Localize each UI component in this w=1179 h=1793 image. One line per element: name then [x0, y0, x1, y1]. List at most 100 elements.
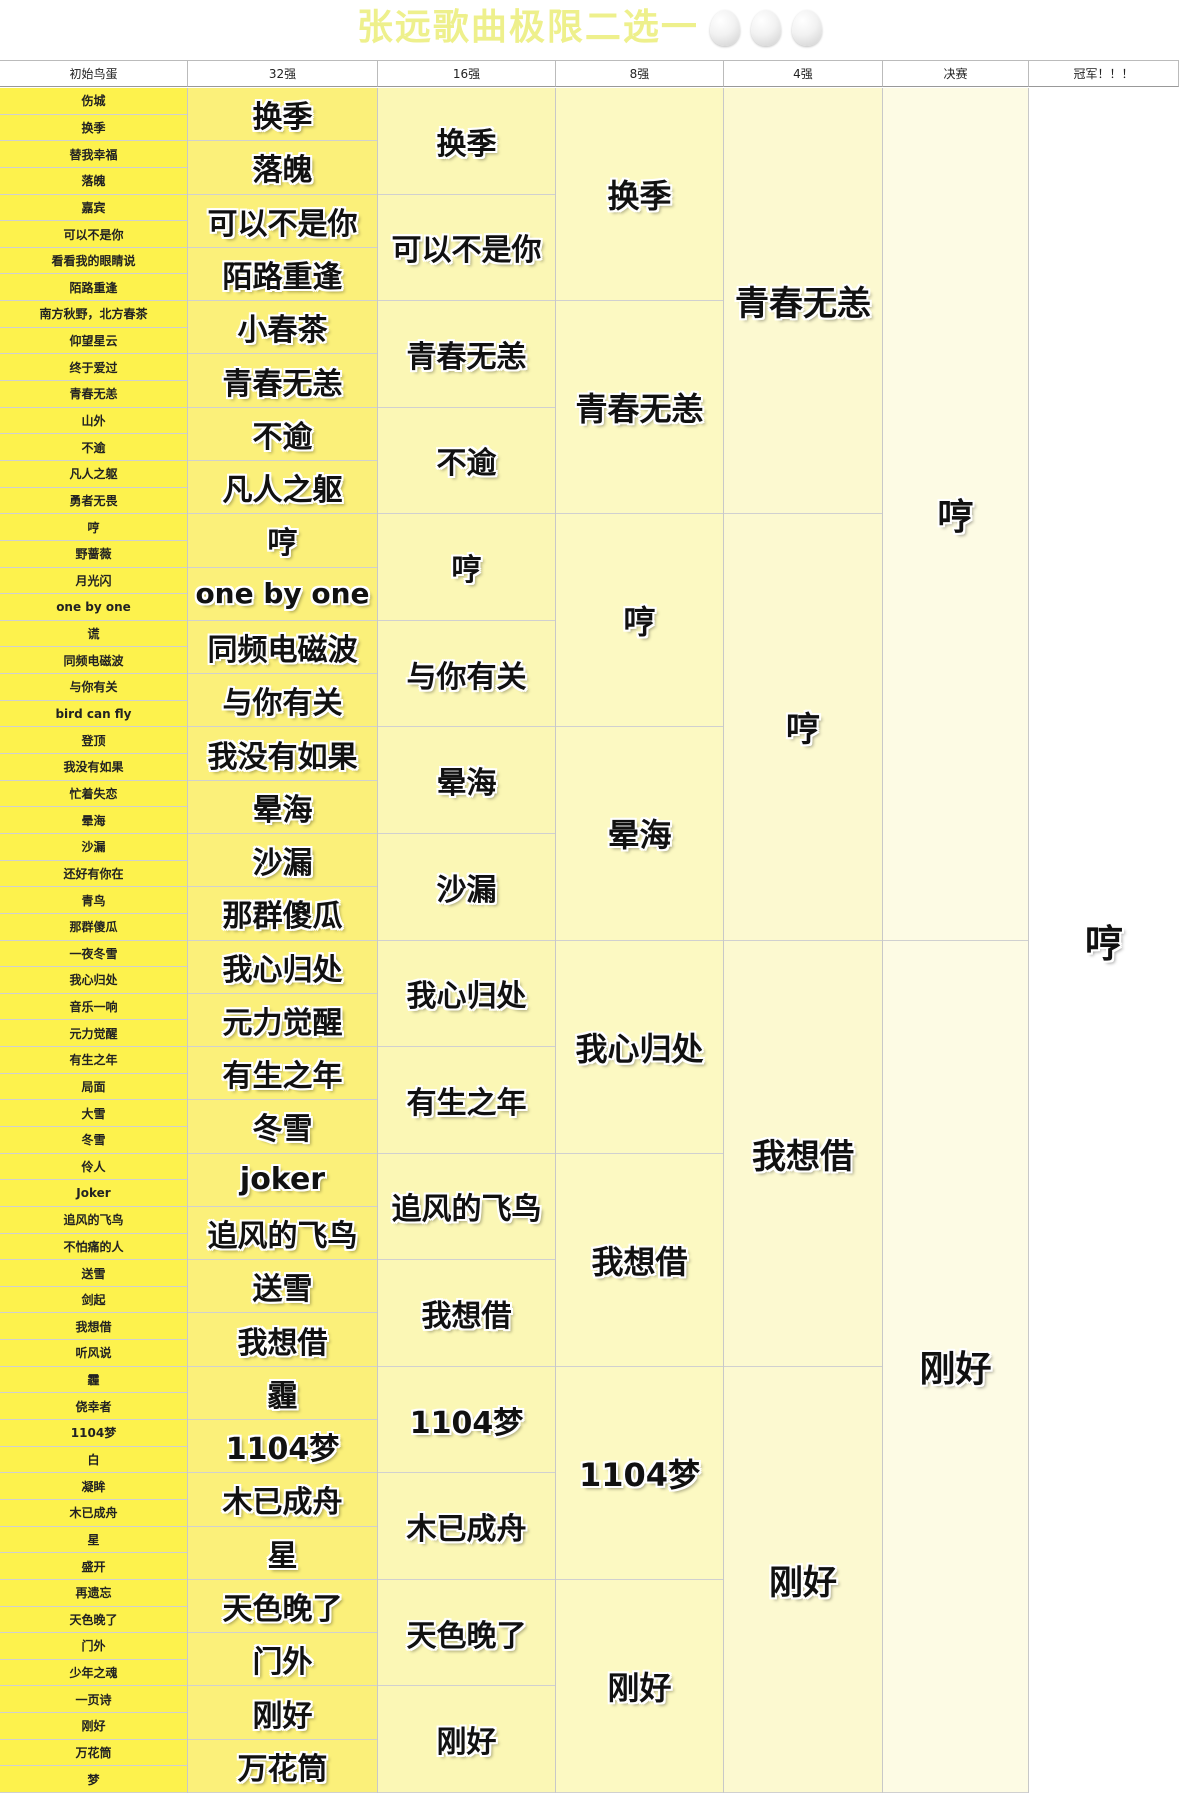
round-32-song-label: 我想借 [237, 1325, 328, 1361]
round-32-song: 青春无恙 [188, 354, 377, 408]
initial-song: 星 [0, 1527, 187, 1554]
round-32-song: 送雪 [188, 1260, 377, 1314]
round-32-song: 那群傻瓜 [188, 887, 377, 941]
header-round-32: 32强 [188, 60, 378, 87]
round-32-song-label: 有生之年 [222, 1059, 343, 1095]
round-32-song-label: 那群傻瓜 [222, 899, 343, 935]
initial-song: 替我幸福 [0, 141, 187, 168]
initial-song: 南方秋野，北方春茶 [0, 301, 187, 328]
round-32-song: 星 [188, 1527, 377, 1580]
initial-song: 有生之年 [0, 1047, 187, 1074]
champion-label: 哼 [1084, 922, 1123, 966]
round-16-song: 我想借 [378, 1260, 555, 1367]
initial-song: 音乐一响 [0, 994, 187, 1021]
round-32-song: 沙漏 [188, 834, 377, 888]
round-16-song-label: 我想借 [421, 1298, 512, 1334]
round-8-song-label: 刚好 [607, 1668, 672, 1707]
initial-song: 白 [0, 1447, 187, 1474]
final-song-label: 刚好 [919, 1349, 992, 1391]
initial-song: 局面 [0, 1074, 187, 1101]
round-8-song-label: 晕海 [607, 816, 672, 855]
round-8-song: 1104梦 [556, 1367, 723, 1580]
round-16-song: 不逾 [378, 408, 555, 515]
round-32-song: joker [188, 1154, 377, 1207]
initial-song: 落魄 [0, 168, 187, 195]
initial-song: 木已成舟 [0, 1500, 187, 1527]
round-32-song: one by one [188, 568, 377, 621]
round-4-song: 刚好 [724, 1367, 882, 1793]
round-16-song: 换季 [378, 88, 555, 195]
header-initial: 初始鸟蛋 [0, 60, 188, 87]
header-round-16: 16强 [378, 60, 556, 87]
round-32-song-label: 晕海 [252, 792, 313, 828]
column-round-4: 青春无恙哼我想借 刚好 [724, 88, 883, 1793]
round-32-song-label: 万花筒 [237, 1751, 328, 1787]
round-8-song-label: 1104梦 [578, 1455, 701, 1494]
initial-song: 陌路重逢 [0, 274, 187, 302]
initial-song: 勇者无畏 [0, 488, 187, 515]
initial-song: 不怕痛的人 [0, 1234, 187, 1261]
initial-song: 盛开 [0, 1553, 187, 1580]
round-16-song-label: 晕海 [436, 766, 497, 802]
round-32-song: 我没有如果 [188, 727, 377, 781]
round-32-song: 我想借 [188, 1313, 377, 1367]
round-32-song: 有生之年 [188, 1047, 377, 1101]
round-4-song: 哼 [724, 514, 882, 941]
round-16-song: 追风的飞鸟 [378, 1154, 555, 1261]
round-8-song-label: 换季 [607, 177, 672, 216]
round-32-song: 刚好 [188, 1686, 377, 1740]
round-32-song-label: 凡人之躯 [222, 473, 343, 509]
round-32-song-label: 门外 [252, 1645, 313, 1681]
round-32-song-label: 可以不是你 [207, 206, 358, 242]
initial-song: 冬雪 [0, 1127, 187, 1154]
initial-song: 忙着失恋 [0, 781, 187, 808]
round-16-song: 哼 [378, 514, 555, 621]
round-32-song-label: 换季 [252, 100, 313, 136]
round-32-song: 霾 [188, 1367, 377, 1421]
round-32-song: 追风的飞鸟 [188, 1207, 377, 1261]
round-16-song-label: 追风的飞鸟 [391, 1192, 542, 1228]
egg-icon [709, 10, 740, 46]
round-16-song: 有生之年 [378, 1047, 555, 1154]
initial-song: 我没有如果 [0, 754, 187, 781]
round-4-song-label: 刚好 [769, 1562, 837, 1603]
champion-song: 哼 [1029, 88, 1179, 1793]
round-32-song: 我心归处 [188, 941, 377, 994]
round-32-song-label: 送雪 [252, 1272, 313, 1308]
initial-song: 月光闪 [0, 568, 187, 595]
round-16-song-label: 我心归处 [406, 979, 527, 1015]
initial-song: 野蔷薇 [0, 541, 187, 568]
round-8-song: 晕海 [556, 727, 723, 941]
round-32-song-label: 天色晚了 [222, 1592, 343, 1628]
round-8-song-label: 我想借 [591, 1242, 688, 1281]
round-32-song-label: 陌路重逢 [222, 259, 343, 295]
round-16-song-label: 哼 [451, 553, 482, 589]
round-16-song: 1104梦 [378, 1367, 555, 1474]
round-16-song: 与你有关 [378, 621, 555, 728]
initial-song: 听风说 [0, 1340, 187, 1367]
round-32-song: 同频电磁波 [188, 621, 377, 675]
initial-song: 换季 [0, 115, 187, 142]
initial-song: 门外 [0, 1633, 187, 1660]
round-4-song-label: 我想借 [752, 1136, 854, 1177]
round-32-song: 万花筒 [188, 1740, 377, 1793]
initial-song: 少年之魂 [0, 1660, 187, 1687]
round-16-song-label: 木已成舟 [406, 1512, 527, 1548]
round-8-song-label: 我心归处 [575, 1029, 704, 1068]
column-initial: 伤城 换季 替我幸福 落魄 嘉宾 可以不是你 看看我的眼睛说 陌路重逢 南方秋野，北方春茶 仰望星… [0, 88, 188, 1793]
initial-song: 追风的飞鸟 [0, 1207, 187, 1234]
initial-song: 哼 [0, 514, 187, 541]
egg-icon [751, 10, 782, 46]
initial-song: 那群傻瓜 [0, 914, 187, 941]
round-32-song: 不逾 [188, 408, 377, 461]
initial-song: 山外 [0, 408, 187, 435]
round-32-song-label: 星 [267, 1538, 298, 1574]
initial-song: 梦 [0, 1766, 187, 1793]
initial-song: 凝眸 [0, 1473, 187, 1500]
initial-song: 元力觉醒 [0, 1020, 187, 1048]
round-32-song-label: 1104梦 [225, 1432, 340, 1468]
egg-icon [792, 10, 823, 46]
round-32-song: 木已成舟 [188, 1473, 377, 1527]
round-16-song: 天色晚了 [378, 1580, 555, 1687]
round-32-song-label: 与你有关 [222, 686, 343, 722]
